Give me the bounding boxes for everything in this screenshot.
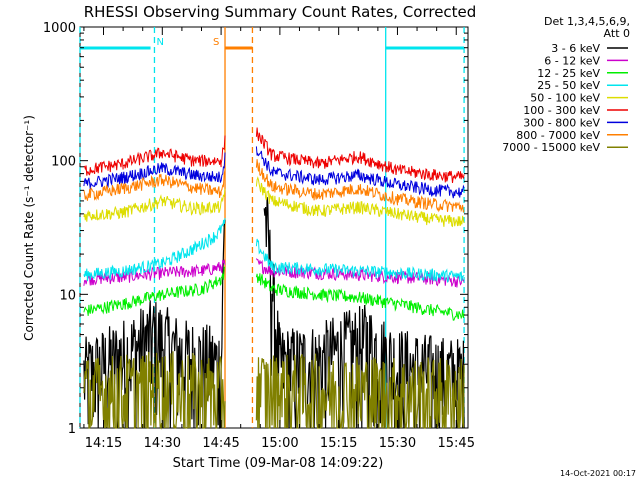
y-axis-label: Corrected Count Rate (s⁻¹ detector⁻¹) [22, 115, 36, 341]
y-tick-label: 100 [51, 155, 76, 170]
series-line-7000-15000keV [83, 351, 465, 430]
attenuator-label: Att 0 [604, 27, 630, 40]
legend-label: 6 - 12 keV [544, 54, 600, 67]
legend-label: 300 - 800 keV [523, 116, 600, 129]
legend-label: 7000 - 15000 keV [502, 141, 600, 154]
legend-label: 800 - 7000 keV [516, 129, 600, 142]
x-tick-label: 15:45 [438, 436, 475, 451]
x-tick-label: 15:00 [261, 436, 298, 451]
series-group [83, 127, 465, 430]
detector-label: Det 1,3,4,5,6,9, [544, 15, 630, 28]
series-line-800-7000keV [83, 159, 465, 213]
flag-bar-label-0: N [157, 37, 164, 48]
series-line-12-25keV [83, 266, 465, 321]
x-tick-label: 14:15 [85, 436, 122, 451]
x-tick-label: 14:45 [202, 436, 239, 451]
series-line-25-50keV [83, 217, 465, 283]
footer-timestamp: 14-Oct-2021 00:17 [560, 469, 636, 478]
y-tick-label: 10 [59, 288, 76, 303]
chart-title: RHESSI Observing Summary Count Rates, Co… [84, 3, 477, 21]
x-tick-label: 14:30 [144, 436, 181, 451]
legend-label: 3 - 6 keV [551, 42, 600, 55]
legend-label: 50 - 100 keV [530, 92, 600, 105]
y-tick-label: 1000 [43, 21, 76, 36]
x-axis-ticks: 14:15 14:30 14:45 15:00 15:15 15:30 15:45 [83, 27, 475, 451]
series-line-100-300keV [83, 127, 465, 183]
legend-label: 25 - 50 keV [537, 79, 600, 92]
y-tick-label: 1 [68, 422, 76, 437]
y-axis-ticks: 1 10 100 1000 [43, 21, 468, 437]
flag-bar-label-1: S [213, 37, 219, 48]
series-line-300-800keV [83, 146, 465, 199]
legend-label: 12 - 25 keV [537, 67, 600, 80]
x-tick-label: 15:30 [379, 436, 416, 451]
series-line-50-100keV [83, 176, 465, 228]
x-tick-label: 15:15 [320, 436, 357, 451]
legend-label: 100 - 300 keV [523, 104, 600, 117]
x-axis-label: Start Time (09-Mar-08 14:09:22) [173, 456, 384, 471]
